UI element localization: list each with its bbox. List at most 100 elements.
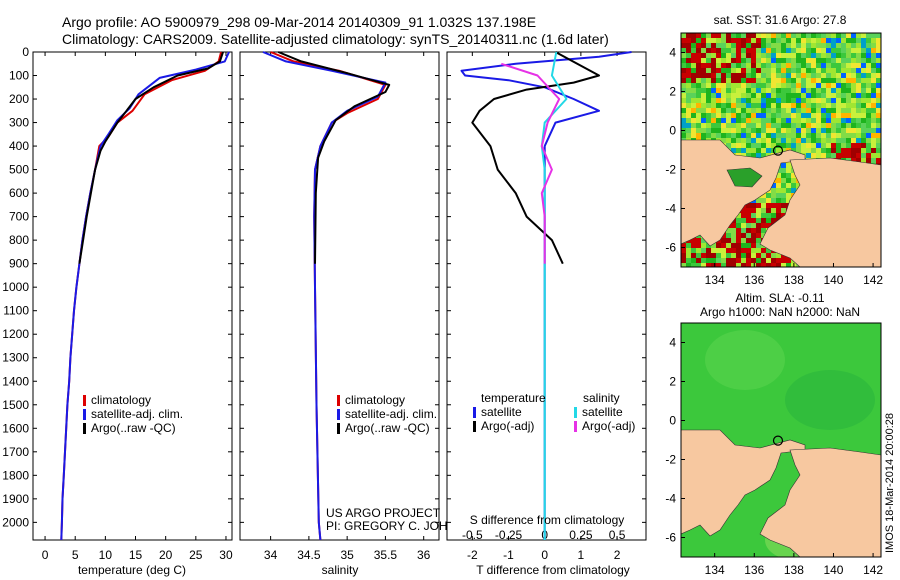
sst-cell [716, 33, 721, 38]
sst-cell [701, 63, 706, 68]
sst-cell [711, 253, 716, 258]
y-tick-label: 2000 [2, 515, 29, 529]
sst-cell [806, 83, 811, 88]
y-tick-label: 1100 [3, 304, 29, 318]
sst-cell [806, 38, 811, 43]
sst-cell [726, 83, 731, 88]
sst-cell [776, 63, 781, 68]
sst-cell [851, 148, 856, 153]
sst-cell [796, 38, 801, 43]
sst-cell [746, 83, 751, 88]
sst-cell [726, 118, 731, 123]
sst-cell [861, 38, 866, 43]
sst-cell [806, 68, 811, 73]
sst-cell [766, 203, 771, 208]
sst-cell [866, 43, 871, 48]
x-tick-label: 36 [417, 548, 431, 562]
sst-cell [786, 48, 791, 53]
sst-cell [816, 128, 821, 133]
sst-cell [841, 88, 846, 93]
sst-cell [756, 63, 761, 68]
sst-cell [836, 53, 841, 58]
sst-cell [876, 123, 881, 128]
map-x-tick-label: 138 [784, 273, 804, 287]
sst-cell [681, 243, 686, 248]
sst-cell [841, 38, 846, 43]
sst-cell [691, 133, 696, 138]
sst-cell [751, 88, 756, 93]
sst-cell [721, 133, 726, 138]
sst-cell [846, 78, 851, 83]
sst-cell [681, 103, 686, 108]
sst-cell [696, 88, 701, 93]
sst-cell [826, 53, 831, 58]
sst-cell [766, 93, 771, 98]
sst-cell [786, 33, 791, 38]
map-x-tick-label: 140 [823, 563, 843, 577]
sst-cell [801, 78, 806, 83]
sst-cell [716, 243, 721, 248]
sst-cell [866, 88, 871, 93]
sst-cell [806, 78, 811, 83]
sst-cell [736, 78, 741, 83]
sst-cell [781, 168, 786, 173]
sst-cell [741, 138, 746, 143]
sst-cell [791, 123, 796, 128]
sst-cell [746, 103, 751, 108]
sst-cell [866, 153, 871, 158]
sst-cell [841, 123, 846, 128]
sst-cell [846, 58, 851, 63]
sst-cell [766, 63, 771, 68]
legend-swatch-t-argo [473, 421, 476, 432]
sst-cell [736, 133, 741, 138]
sst-cell [681, 63, 686, 68]
sst-cell [866, 83, 871, 88]
sst-cell [796, 58, 801, 63]
sst-cell [836, 68, 841, 73]
sst-cell [781, 263, 786, 267]
sst-cell [756, 208, 761, 213]
sst-cell [736, 53, 741, 58]
sst-cell [776, 58, 781, 63]
sst-cell [821, 83, 826, 88]
sst-cell [726, 253, 731, 258]
sst-cell [681, 258, 686, 263]
sst-cell [766, 113, 771, 118]
map-y-tick-label: -6 [665, 531, 676, 545]
sst-cell [861, 33, 866, 38]
sst-cell [786, 103, 791, 108]
sst-cell [866, 63, 871, 68]
sst-cell [771, 138, 776, 143]
sst-cell [721, 258, 726, 263]
sst-cell [826, 58, 831, 63]
sst-cell [801, 33, 806, 38]
sst-cell [781, 163, 786, 168]
sst-cell [761, 258, 766, 263]
sst-cell [686, 263, 691, 267]
sst-cell [716, 98, 721, 103]
sst-cell [846, 123, 851, 128]
sst-cell [741, 108, 746, 113]
sst-cell [791, 148, 796, 153]
sst-cell [721, 233, 726, 238]
sst-cell [776, 108, 781, 113]
sst-cell [836, 38, 841, 43]
sst-cell [851, 73, 856, 78]
sst-cell [771, 258, 776, 263]
sst-cell [811, 113, 816, 118]
sst-cell [766, 103, 771, 108]
sst-cell [726, 68, 731, 73]
sst-cell [751, 63, 756, 68]
sst-cell [776, 148, 781, 153]
sst-cell [741, 98, 746, 103]
sst-cell [761, 263, 766, 267]
sst-cell [771, 188, 776, 193]
sst-cell [826, 128, 831, 133]
sst-cell [751, 113, 756, 118]
argo-location-marker [772, 145, 784, 156]
sst-cell [861, 58, 866, 63]
sst-cell [876, 103, 881, 108]
sst-cell [726, 133, 731, 138]
header-line1: Argo profile: AO 5900979_298 09-Mar-2014… [62, 14, 536, 30]
sst-cell [811, 93, 816, 98]
